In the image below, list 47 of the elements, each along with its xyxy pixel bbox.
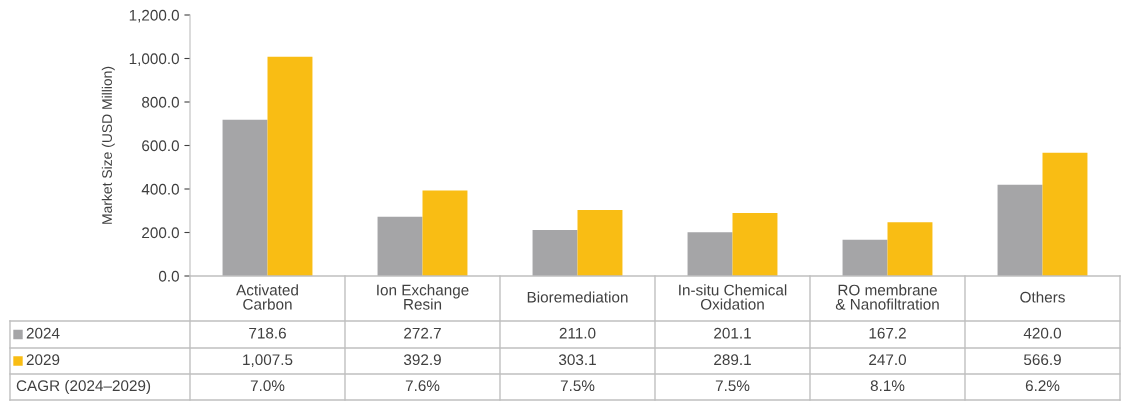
data-label: 211.0 (559, 327, 596, 339)
x-tick-label: RO membrane & Nanofiltration (835, 284, 939, 310)
bar (842, 239, 888, 276)
bar (267, 56, 313, 276)
y-tick-label: 800.0 (142, 96, 179, 108)
bar (687, 232, 733, 276)
x-tick-label: Ion Exchange Resin (377, 284, 469, 310)
data-label: 303.1 (558, 354, 596, 366)
text: 7.6% (405, 380, 440, 392)
text: 7.5% (560, 380, 595, 392)
bar (887, 222, 933, 276)
legend-label: 2024 (26, 327, 60, 339)
x-tick-label: Bioremediation (527, 291, 628, 303)
data-label: 392.9 (403, 354, 441, 366)
bar (997, 184, 1043, 276)
bar (422, 190, 468, 276)
data-label: 566.9 (1024, 354, 1061, 366)
text: CAGR (2024–2029) (16, 379, 151, 395)
bar (732, 213, 778, 276)
data-label: 289.1 (714, 354, 751, 366)
x-tick-label: Others (1020, 291, 1065, 303)
text: 7.5% (715, 380, 750, 392)
data-label: 272.7 (404, 327, 441, 339)
y-tick-label: 600.0 (142, 140, 179, 152)
y-tick-label: 1,200.0 (129, 9, 179, 23)
text: 7.0% (250, 380, 285, 392)
y-tick-label: 400.0 (141, 183, 179, 195)
y-tick-label: 200.0 (142, 227, 179, 239)
data-label: 718.6 (249, 327, 286, 339)
text: 6.2% (1025, 380, 1060, 392)
x-tick-label: In-situ Chemical Oxidation (679, 284, 787, 310)
y-tick-label: 1,000.0 (129, 53, 179, 66)
data-label: 167.2 (869, 327, 906, 339)
text: 8.1% (870, 380, 905, 392)
y-tick-label: 0.0 (158, 270, 179, 282)
data-label: 1,007.5 (243, 354, 293, 367)
data-label: 420.0 (1023, 327, 1062, 339)
bar (1042, 152, 1088, 276)
bar (222, 119, 268, 276)
legend-label: 2029 (26, 354, 60, 366)
data-label: 247.0 (869, 354, 907, 366)
bar (377, 216, 423, 276)
bar (577, 210, 623, 276)
data-label: 201.1 (714, 327, 751, 339)
bar (532, 230, 578, 276)
y-axis-title: Market Size (USD Million) (101, 66, 115, 224)
x-tick-label: Activated Carbon (236, 284, 298, 310)
